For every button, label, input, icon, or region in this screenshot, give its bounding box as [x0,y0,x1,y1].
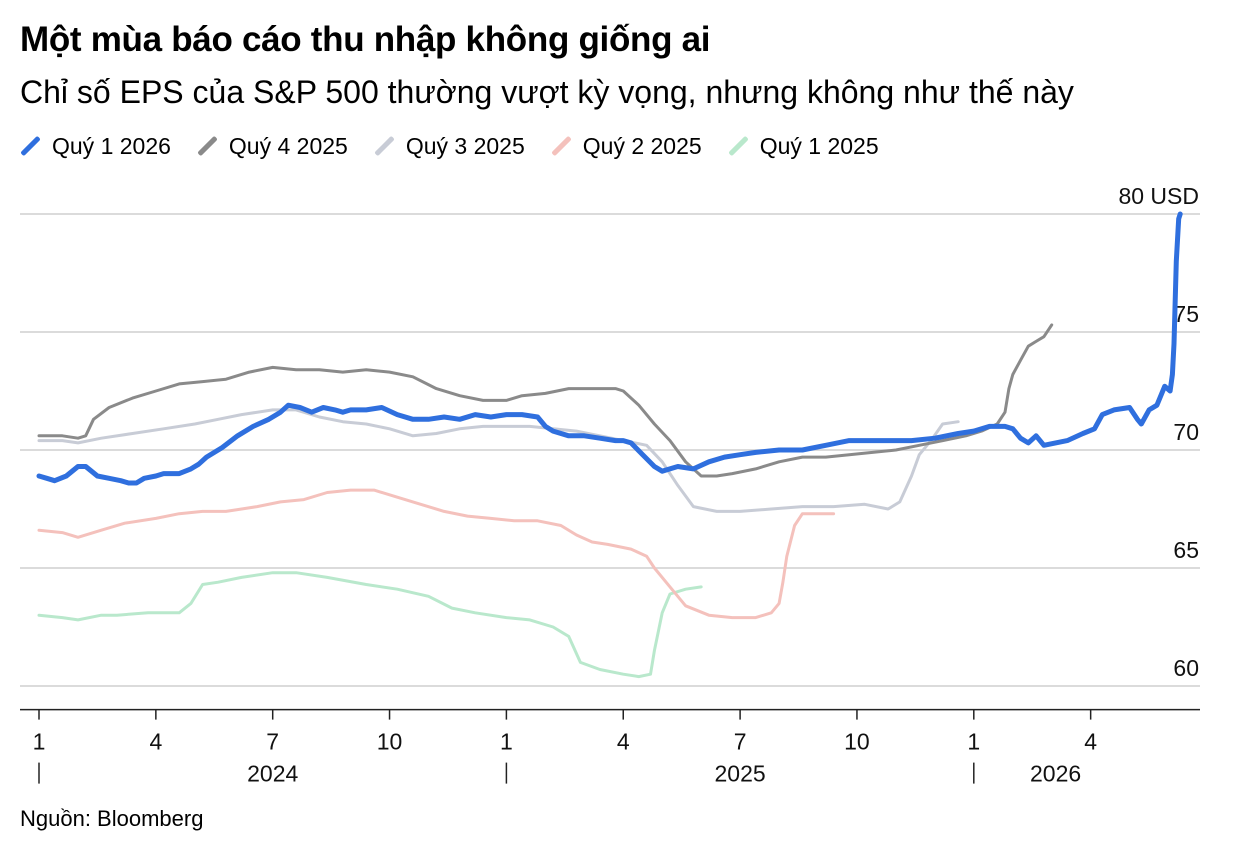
series-line [37,408,960,513]
legend-label: Quý 4 2025 [228,132,348,159]
legend-item: Quý 4 2025 [197,133,348,160]
x-tick-label: 7 [266,729,279,755]
year-label: 2026 [1030,761,1081,787]
x-tick-label: 4 [617,729,630,755]
chart-title: Một mùa báo cáo thu nhập không giống ai [20,20,711,59]
series-line [37,488,836,620]
x-tick-label: 10 [844,729,870,755]
legend-swatch [197,136,217,156]
legend-swatch [374,136,394,156]
y-tick-label: 65 [1173,537,1199,563]
series-line [37,571,703,679]
x-tick-label: 1 [500,729,513,755]
chart-subtitle: Chỉ số EPS của S&P 500 thường vượt kỳ vọ… [20,74,1074,110]
legend: Quý 1 2026 Quý 4 2025 Quý 3 2025 Quý 2 2025… [20,126,905,166]
line-chart: 60 65 70 75 80 USD 1 4 7 10 1 4 7 10 1 4 2024 2025 2026 [20,183,1200,787]
y-tick-label: 80 USD [1118,183,1199,209]
x-tick-label: 1 [967,729,980,755]
year-label: 2025 [715,761,766,787]
legend-swatch [728,136,748,156]
x-tick-label: 4 [149,729,162,755]
legend-item: Quý 1 2026 [20,133,171,160]
legend-item: Quý 2 2025 [551,133,702,160]
x-tick-label: 1 [33,729,46,755]
legend-item: Quý 1 2025 [728,133,879,160]
legend-label: Quý 1 2026 [52,132,171,159]
y-tick-label: 75 [1173,301,1199,327]
legend-label: Quý 2 2025 [582,132,702,159]
series-line [37,323,1054,478]
legend-label: Quý 3 2025 [405,132,525,159]
series-line [36,211,1183,486]
legend-swatch [20,136,40,156]
y-tick-label: 60 [1173,655,1199,681]
year-label: 2024 [247,761,298,787]
y-tick-label: 70 [1173,419,1199,445]
legend-swatch [551,136,571,156]
legend-item: Quý 3 2025 [374,133,525,160]
x-tick-label: 4 [1084,729,1097,755]
legend-label: Quý 1 2025 [759,132,879,159]
source-note: Nguồn: Bloomberg [20,806,204,831]
x-tick-label: 7 [734,729,747,755]
x-tick-label: 10 [377,729,403,755]
